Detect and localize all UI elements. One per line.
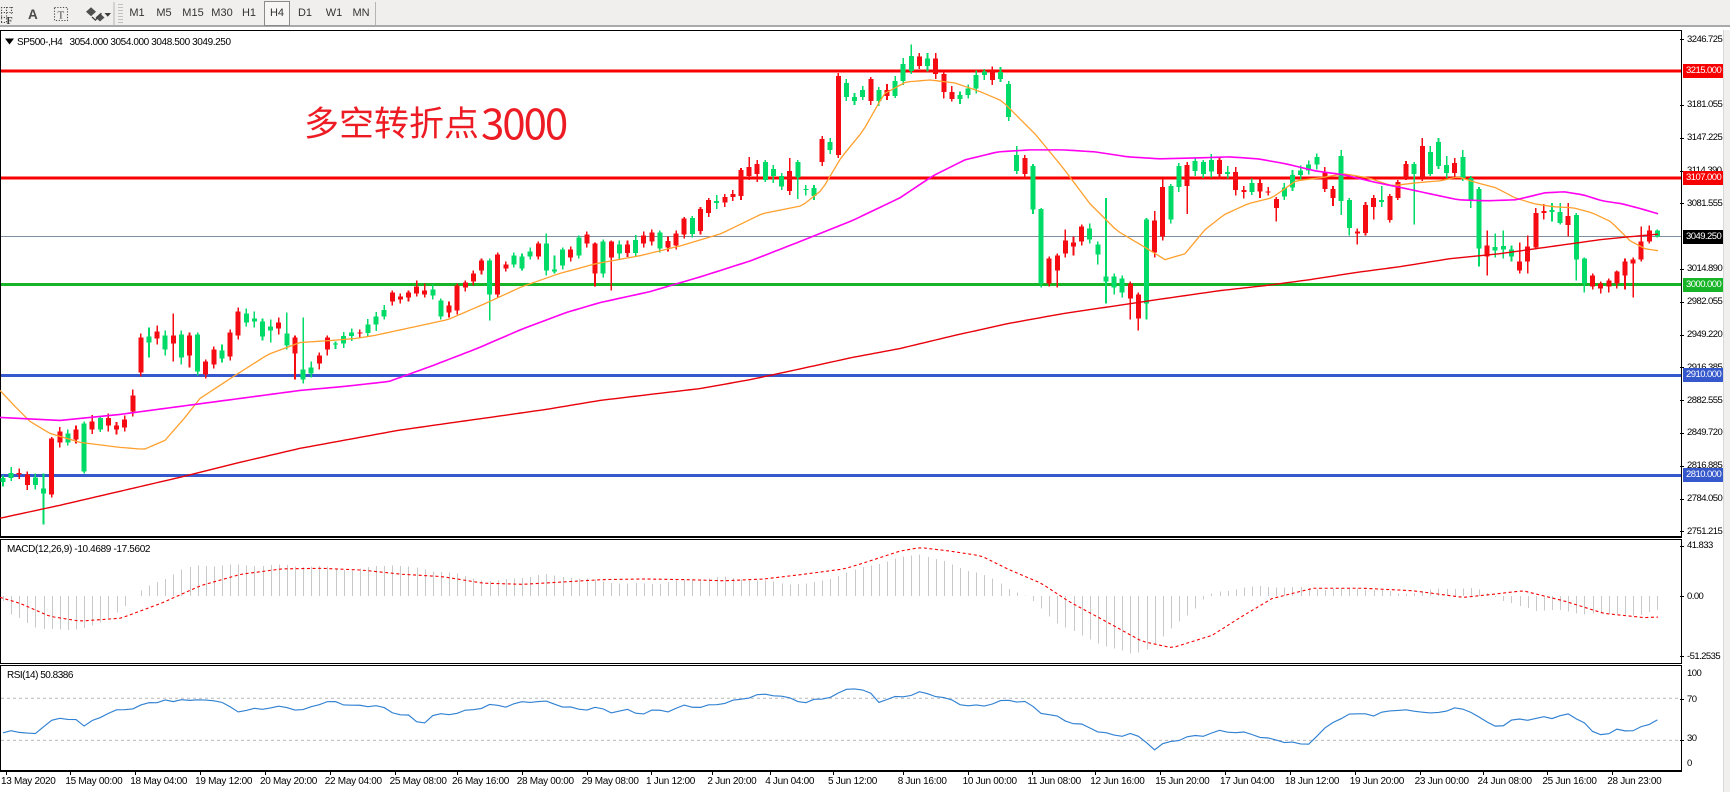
svg-text:F: F xyxy=(7,16,13,27)
svg-text:MACD(12,26,9) -10.4689 -17.560: MACD(12,26,9) -10.4689 -17.5602 xyxy=(7,544,151,555)
svg-text:A: A xyxy=(28,7,38,22)
svg-text:SP500-,H4 3054.000 3054.000: SP500-,H4 3054.000 3054.000 3048.500 304… xyxy=(17,37,231,48)
svg-text:T: T xyxy=(58,10,65,22)
svg-text:RSI(14) 50.8386: RSI(14) 50.8386 xyxy=(7,670,74,681)
